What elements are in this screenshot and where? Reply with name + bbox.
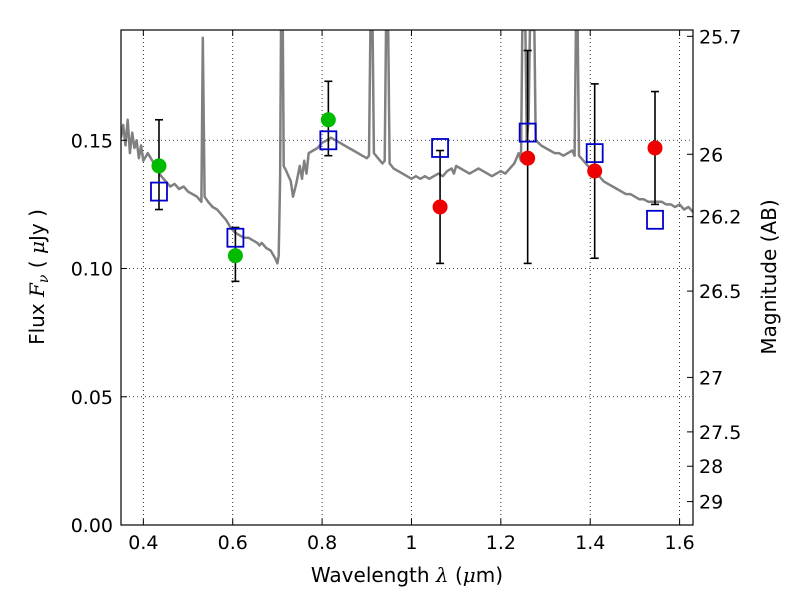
spectrum-line — [121, 30, 693, 265]
data-point-circle — [432, 199, 448, 215]
x-tick-label: 0.8 — [307, 532, 337, 554]
mag-tick-label: 27.5 — [699, 422, 741, 444]
x-tick-label: 0.4 — [128, 532, 158, 554]
data-point-circle — [320, 112, 336, 128]
data-point-circle — [647, 140, 663, 156]
mag-tick-label: 29 — [699, 492, 723, 514]
data-point-square — [646, 209, 664, 230]
magnitude-axis-ticks: 25.7 26 26.2 26.5 27 27.5 28 29 — [687, 26, 741, 514]
grid-lines — [121, 30, 693, 526]
data-point-circle — [520, 150, 536, 166]
data-point-square — [585, 143, 604, 164]
y-tick-label: 0.05 — [71, 387, 113, 409]
data-point-circle — [227, 248, 243, 264]
mag-tick-label: 28 — [699, 456, 723, 478]
plot-frame — [120, 29, 694, 526]
x-axis-label: Wavelength λ (μm) — [311, 563, 503, 587]
model-spectrum — [121, 30, 693, 265]
y-tick-label: 0.10 — [71, 259, 113, 281]
data-markers — [150, 112, 664, 264]
x-tick-label: 0.6 — [218, 532, 248, 554]
x-tick-label: 1.6 — [664, 532, 694, 554]
data-point-square — [150, 181, 168, 202]
mag-tick-label: 26.2 — [699, 207, 741, 229]
y-axis-ticks: 0.00 0.05 0.10 0.15 — [71, 130, 127, 537]
data-point-circle — [151, 158, 167, 174]
data-point-square — [226, 227, 245, 248]
data-point-square — [319, 130, 338, 151]
y-tick-label: 0.00 — [71, 515, 113, 537]
mag-tick-label: 27 — [699, 367, 723, 389]
x-tick-label: 1.2 — [486, 532, 516, 554]
mag-tick-label: 25.7 — [699, 26, 741, 48]
x-axis-ticks: 0.4 0.6 0.8 1 1.2 1.4 1.6 — [128, 30, 695, 554]
x-tick-label: 1 — [405, 532, 417, 554]
data-point-square — [518, 122, 537, 143]
y-axis-label: Flux Fν ( μJy ) — [25, 209, 52, 345]
y-tick-label: 0.15 — [71, 130, 113, 152]
x-tick-label: 1.4 — [575, 532, 605, 554]
mag-tick-label: 26.5 — [699, 281, 741, 303]
y2-axis-label: Magnitude (AB) — [757, 199, 781, 354]
data-point-circle — [587, 163, 603, 179]
mag-tick-label: 26 — [699, 144, 723, 166]
data-point-square — [431, 138, 449, 158]
